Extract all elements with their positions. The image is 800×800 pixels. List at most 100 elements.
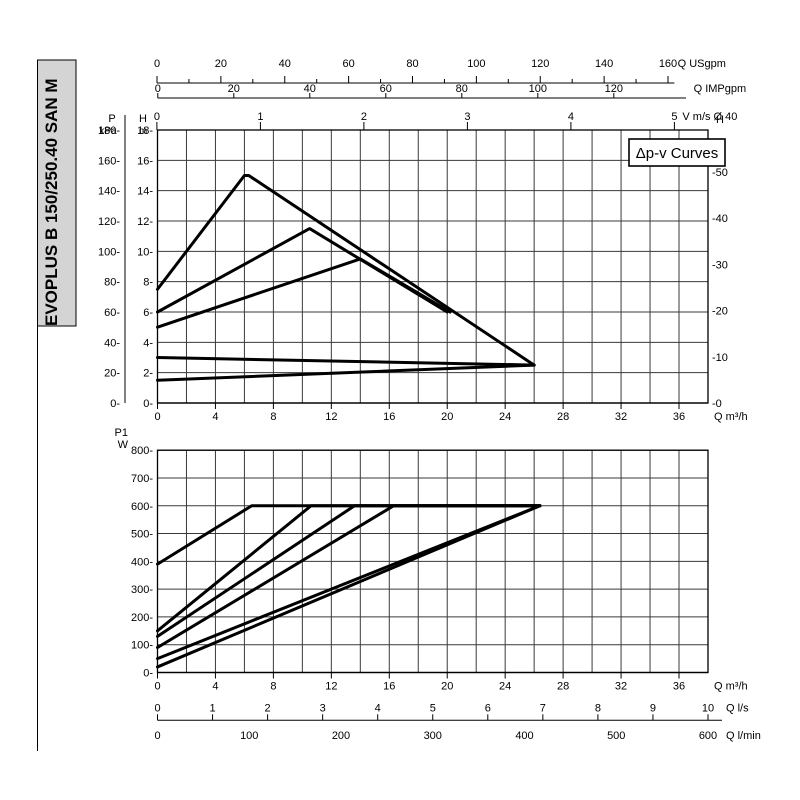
svg-text:60: 60 (380, 83, 392, 95)
svg-text:160-: 160- (98, 155, 120, 167)
svg-text:140: 140 (595, 58, 613, 70)
svg-text:36: 36 (673, 411, 685, 423)
svg-text:P1: P1 (115, 427, 128, 439)
svg-text:100: 100 (240, 730, 258, 742)
svg-text:1: 1 (257, 111, 263, 123)
svg-text:0: 0 (154, 681, 160, 693)
svg-text:100: 100 (529, 83, 547, 95)
svg-text:120-: 120- (98, 216, 120, 228)
svg-text:16: 16 (383, 681, 395, 693)
svg-text:2-: 2- (143, 368, 153, 380)
svg-text:600-: 600- (131, 501, 153, 513)
svg-text:24: 24 (499, 681, 511, 693)
svg-text:4: 4 (212, 681, 218, 693)
svg-text:6: 6 (485, 702, 491, 714)
svg-text:-50: -50 (712, 167, 728, 179)
svg-text:12-: 12- (137, 216, 153, 228)
svg-text:600: 600 (699, 730, 717, 742)
svg-text:80: 80 (406, 58, 418, 70)
svg-text:80: 80 (456, 83, 468, 95)
svg-text:-20: -20 (712, 306, 728, 318)
svg-text:-30: -30 (712, 259, 728, 271)
svg-text:W: W (118, 439, 129, 451)
svg-text:100-: 100- (131, 640, 153, 652)
svg-text:1: 1 (209, 702, 215, 714)
svg-text:P: P (108, 113, 115, 125)
svg-text:180-: 180- (98, 125, 120, 137)
svg-text:18-: 18- (137, 125, 153, 137)
svg-text:20: 20 (228, 83, 240, 95)
svg-text:12: 12 (325, 411, 337, 423)
svg-text:40-: 40- (104, 337, 120, 349)
svg-text:120: 120 (605, 83, 623, 95)
svg-text:12: 12 (325, 681, 337, 693)
svg-text:4: 4 (375, 702, 381, 714)
svg-text:3: 3 (464, 111, 470, 123)
svg-text:20: 20 (215, 58, 227, 70)
svg-text:20-: 20- (104, 368, 120, 380)
svg-text:-10: -10 (712, 352, 728, 364)
svg-text:16-: 16- (137, 155, 153, 167)
svg-text:5: 5 (671, 111, 677, 123)
svg-text:H: H (716, 114, 724, 126)
svg-text:20: 20 (441, 411, 453, 423)
svg-text:32: 32 (615, 411, 627, 423)
svg-text:0-: 0- (110, 398, 120, 410)
svg-text:200: 200 (332, 730, 350, 742)
svg-text:28: 28 (557, 681, 569, 693)
svg-text:Q l/min: Q l/min (726, 730, 761, 742)
svg-text:7: 7 (540, 702, 546, 714)
svg-text:-40: -40 (712, 213, 728, 225)
svg-text:0-: 0- (143, 668, 153, 680)
svg-text:300-: 300- (131, 584, 153, 596)
svg-text:140-: 140- (98, 186, 120, 198)
svg-text:2: 2 (361, 111, 367, 123)
svg-text:0: 0 (155, 83, 161, 95)
svg-text:4: 4 (568, 111, 574, 123)
svg-text:40: 40 (304, 83, 316, 95)
svg-text:300: 300 (424, 730, 442, 742)
svg-text:EVOPLUS B 150/250.40 SAN M: EVOPLUS B 150/250.40 SAN M (42, 78, 61, 326)
svg-text:Q m³/h: Q m³/h (714, 411, 748, 423)
svg-text:10-: 10- (137, 246, 153, 258)
svg-text:H: H (139, 113, 147, 125)
svg-text:24: 24 (499, 411, 511, 423)
svg-text:4-: 4- (143, 337, 153, 349)
svg-text:700-: 700- (131, 473, 153, 485)
svg-text:3: 3 (320, 702, 326, 714)
svg-text:80-: 80- (104, 277, 120, 289)
svg-text:0: 0 (154, 111, 160, 123)
svg-text:V m/s Ø 40: V m/s Ø 40 (682, 111, 737, 123)
svg-text:0: 0 (154, 730, 160, 742)
svg-text:400-: 400- (131, 556, 153, 568)
svg-text:8: 8 (595, 702, 601, 714)
svg-text:60: 60 (342, 58, 354, 70)
svg-text:8-: 8- (143, 277, 153, 289)
svg-text:100: 100 (467, 58, 485, 70)
svg-text:0: 0 (154, 411, 160, 423)
svg-text:4: 4 (212, 411, 218, 423)
svg-text:500: 500 (607, 730, 625, 742)
svg-text:8: 8 (270, 411, 276, 423)
svg-text:36: 36 (673, 681, 685, 693)
svg-text:Q IMPgpm: Q IMPgpm (694, 83, 747, 95)
svg-text:32: 32 (615, 681, 627, 693)
svg-text:0-: 0- (143, 398, 153, 410)
svg-text:20: 20 (441, 681, 453, 693)
svg-text:0: 0 (154, 702, 160, 714)
svg-text:500-: 500- (131, 529, 153, 541)
svg-text:120: 120 (531, 58, 549, 70)
svg-text:60-: 60- (104, 307, 120, 319)
svg-text:160: 160 (659, 58, 677, 70)
svg-text:10: 10 (702, 702, 714, 714)
svg-text:0: 0 (154, 58, 160, 70)
svg-text:40: 40 (279, 58, 291, 70)
svg-text:100-: 100- (98, 246, 120, 258)
svg-text:200-: 200- (131, 612, 153, 624)
svg-text:16: 16 (383, 411, 395, 423)
svg-text:400: 400 (515, 730, 533, 742)
svg-text:Q l/s: Q l/s (726, 702, 749, 714)
svg-text:-0: -0 (712, 398, 722, 410)
svg-text:14-: 14- (137, 186, 153, 198)
svg-text:9: 9 (650, 702, 656, 714)
